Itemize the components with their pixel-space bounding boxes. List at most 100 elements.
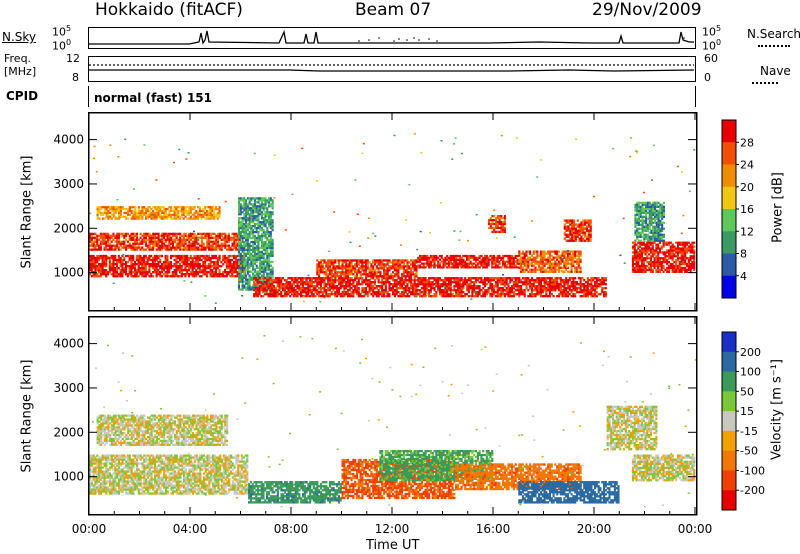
scatter-cell (588, 291, 591, 294)
scatter-cell (263, 277, 267, 280)
scatter-cell (211, 275, 214, 278)
scatter-cell (327, 263, 330, 266)
scatter-cell (319, 291, 322, 294)
scatter-cell (162, 262, 165, 266)
scatter-cell (566, 293, 570, 296)
scatter-cell (224, 232, 227, 235)
scatter-cell (250, 258, 253, 261)
scatter-cell (92, 273, 95, 276)
scatter-cell (143, 211, 146, 215)
scatter-cell (474, 293, 478, 296)
scatter-cell (339, 283, 342, 286)
scatter-cell (563, 281, 566, 284)
scatter-cell (411, 291, 414, 294)
scatter-cell (465, 281, 469, 284)
scatter-cell (456, 291, 460, 294)
scatter-cell (260, 281, 263, 284)
scatter-cell (234, 264, 237, 268)
scatter-cell (175, 211, 178, 215)
scatter-cell (278, 289, 281, 292)
scatter-cell (464, 283, 467, 286)
scatter-cell (491, 289, 494, 292)
scatter-cell (252, 274, 255, 277)
scatter-cell (171, 264, 174, 268)
scatter-cell (287, 283, 290, 286)
scatter-cell (119, 273, 122, 276)
scatter-cell (341, 273, 344, 276)
scatter-cell (429, 287, 432, 290)
scatter-cell (255, 236, 258, 240)
scatter-cell (148, 254, 151, 258)
scatter-cell (392, 279, 395, 282)
scatter-cell (464, 279, 467, 282)
scatter-cell (202, 262, 205, 266)
scatter-cell (309, 277, 312, 280)
scatter-cell (264, 232, 267, 236)
scatter-cell (523, 256, 526, 259)
scatter-cell (127, 208, 130, 211)
scatter-cell (182, 262, 185, 266)
scatter-cell (178, 254, 182, 258)
scatter-cell (548, 268, 552, 271)
scatter-cell (243, 262, 246, 265)
scatter-cell (152, 246, 155, 249)
scatter-cell (262, 242, 265, 246)
scatter-cell (187, 266, 191, 270)
scatter-cell (184, 242, 187, 245)
scatter-cell (137, 208, 140, 211)
scatter-cell (388, 277, 391, 280)
scatter-cell (255, 197, 258, 200)
scatter-cell (370, 293, 373, 296)
scatter-cell (509, 260, 512, 263)
scatter-cell (142, 271, 146, 274)
scatter-cell (413, 267, 416, 270)
scatter-cell (243, 240, 246, 244)
scatter-cell (258, 281, 261, 284)
scatter-cell (137, 215, 140, 218)
scatter-cell (235, 238, 238, 241)
scatter-cell (440, 285, 443, 288)
scatter-cell (200, 217, 203, 220)
scatter-cell (98, 264, 101, 268)
scatter-cell (503, 254, 506, 258)
scatter-cell (523, 262, 526, 265)
scatter-cell (266, 207, 269, 210)
scatter-cell (572, 264, 575, 267)
scatter-cell (572, 293, 575, 296)
scatter-cell (166, 215, 169, 218)
scatter-cell (186, 256, 189, 260)
scatter-cell (151, 256, 155, 260)
scatter-cell (435, 277, 438, 280)
scatter-cell (223, 258, 227, 262)
scatter-cell (152, 215, 155, 218)
scatter-cell (260, 256, 264, 259)
scatter-cell (568, 252, 571, 255)
scatter-cell (222, 275, 225, 278)
scatter-cell (105, 246, 108, 249)
scatter-cell (134, 206, 137, 209)
scatter-cell (352, 289, 355, 292)
scatter-cell (579, 291, 582, 294)
scatter-cell (214, 256, 218, 260)
scatter-cell (455, 285, 458, 288)
scatter-cell (357, 281, 360, 284)
scatter-cell (482, 258, 485, 261)
scatter-cell (420, 254, 423, 258)
scatter-cell (584, 287, 588, 290)
scatter-cell (393, 265, 396, 268)
scatter-cell (213, 242, 216, 245)
scatter-cell (502, 254, 505, 258)
scatter-cell (148, 240, 151, 243)
scatter-cell (237, 282, 241, 285)
scatter-cell (541, 279, 544, 282)
scatter-cell (248, 213, 251, 216)
scatter-cell (287, 287, 290, 290)
scatter-cell (202, 256, 205, 260)
scatter-cell (556, 264, 559, 267)
scatter-cell (429, 281, 432, 284)
scatter-cell (557, 283, 561, 286)
scatter-cell (339, 275, 342, 278)
scatter-cell (530, 283, 533, 286)
scatter-cell (384, 295, 387, 298)
scatter-cell (253, 197, 256, 200)
